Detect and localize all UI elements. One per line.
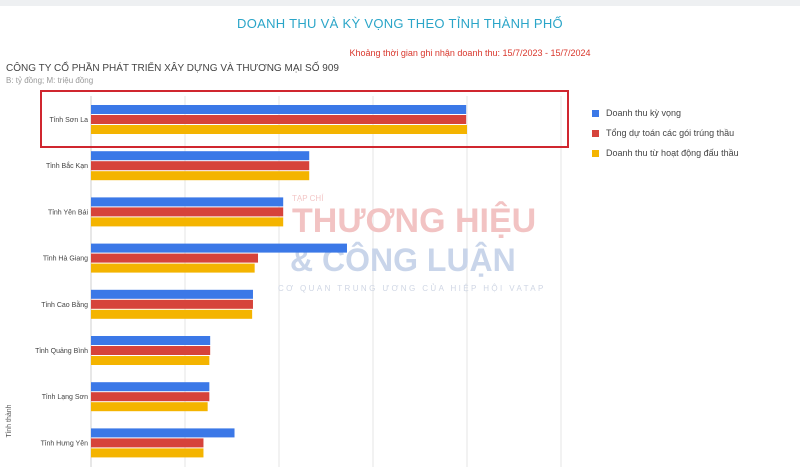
bar (91, 105, 467, 114)
category-label: Tỉnh Hà Giang (43, 255, 88, 263)
watermark-line3: CƠ QUAN TRUNG ƯƠNG CỦA HIỆP HỘI VATAP (278, 284, 546, 293)
highlight-box (40, 90, 569, 148)
bar (91, 448, 204, 458)
chart-subtitle: Khoảng thời gian ghi nhận doanh thu: 15/… (349, 48, 591, 58)
bar (91, 161, 310, 171)
bar (91, 382, 210, 392)
units-note: B: tỷ đồng; M: triệu đồng (6, 76, 94, 85)
legend-item[interactable]: Tổng dự toán các gói trúng thầu (592, 123, 739, 143)
bar (91, 336, 211, 345)
legend-swatch (592, 129, 599, 137)
legend-item[interactable]: Doanh thu kỳ vọng (592, 103, 739, 123)
legend-label: Tổng dự toán các gói trúng thầu (606, 128, 735, 138)
legend-swatch (592, 109, 599, 117)
bar (91, 125, 467, 134)
bar (91, 346, 211, 355)
top-strip (0, 0, 800, 6)
legend-item[interactable]: Doanh thu từ hoạt động đấu thầu (592, 143, 739, 163)
category-label: Tỉnh Bắc Kạn (46, 161, 88, 170)
bar (91, 207, 284, 217)
chart-title: DOANH THU VÀ KỲ VỌNG THEO TỈNH THÀNH PHỐ (237, 16, 563, 31)
legend-label: Doanh thu từ hoạt động đấu thầu (606, 148, 739, 158)
bar (91, 402, 208, 412)
bar (91, 243, 347, 253)
bar (91, 171, 310, 181)
bar (91, 217, 284, 227)
category-label: Tỉnh Yên Bái (48, 208, 88, 216)
bar (91, 197, 284, 207)
category-label: Tỉnh Sơn La (50, 116, 89, 124)
watermark-line1: THƯƠNG HIỆU (292, 202, 536, 240)
chart-legend: Doanh thu kỳ vọng Tổng dự toán các gói tr… (592, 103, 739, 163)
bar (91, 115, 467, 124)
legend-swatch (592, 149, 599, 157)
bar (91, 151, 310, 161)
bar (91, 392, 210, 402)
bar (91, 309, 253, 319)
category-label: Tỉnh Quảng Bình (35, 347, 88, 355)
category-label: Tỉnh Hưng Yên (41, 439, 88, 447)
category-label: Tỉnh Cao Bằng (41, 300, 88, 309)
watermark-small: TẠP CHÍ (292, 194, 324, 203)
bar (91, 253, 259, 263)
category-label: Tỉnh Lạng Sơn (42, 393, 88, 401)
bar (91, 356, 210, 365)
bar (91, 299, 253, 309)
bar (91, 289, 253, 299)
legend-label: Doanh thu kỳ vọng (606, 108, 682, 118)
bar (91, 438, 204, 448)
bar (91, 428, 235, 438)
company-name: CÔNG TY CỔ PHẦN PHÁT TRIỂN XÂY DỰNG VÀ T… (6, 63, 339, 74)
bar (91, 263, 255, 273)
y-axis-title: Tỉnh thành (5, 404, 13, 437)
